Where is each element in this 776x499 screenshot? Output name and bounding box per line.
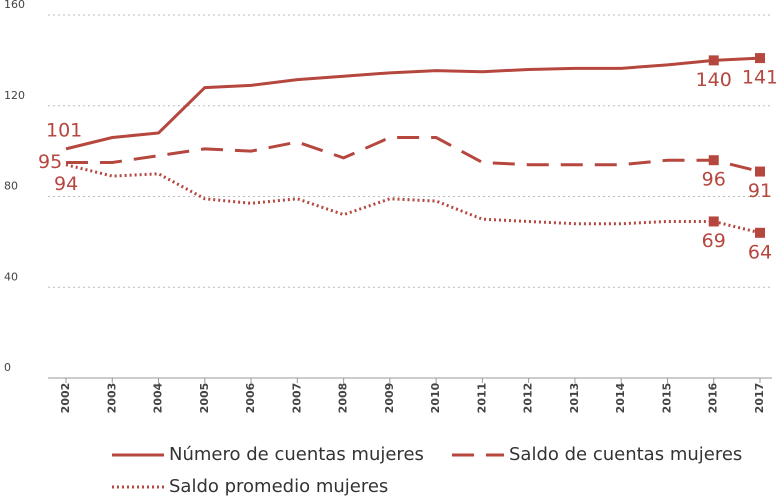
x-tick-label: 2005 <box>198 383 211 414</box>
data-label: 64 <box>748 241 772 263</box>
line <box>66 136 761 174</box>
x-tick-label: 2015 <box>660 383 673 414</box>
legend-label: Saldo promedio mujeres <box>169 476 388 497</box>
x-tick-label: 2008 <box>337 383 350 414</box>
y-tick-label: 80 <box>4 180 18 193</box>
legend-label: Saldo de cuentas mujeres <box>509 444 742 465</box>
data-label: 141 <box>742 67 776 89</box>
data-label: 94 <box>54 173 78 195</box>
marker <box>755 53 765 64</box>
y-tick-label: 120 <box>4 89 25 102</box>
marker <box>755 227 765 238</box>
x-tick-label: 2006 <box>244 382 257 413</box>
data-label: 101 <box>46 119 82 141</box>
data-label: 69 <box>702 230 726 252</box>
data-label: 91 <box>748 180 772 202</box>
line <box>65 56 761 151</box>
x-tick-label: 2004 <box>152 382 165 413</box>
data-label: 95 <box>38 151 62 173</box>
marker <box>708 155 719 166</box>
y-tick-label: 0 <box>4 361 11 374</box>
x-tick-label: 2011 <box>475 383 488 414</box>
x-tick-label: 2002 <box>59 383 72 414</box>
data-label: 96 <box>702 169 726 191</box>
x-tick-label: 2007 <box>290 383 303 414</box>
x-tick-label: 2017 <box>753 383 766 414</box>
y-tick-label: 160 <box>4 0 25 11</box>
marker <box>755 166 765 177</box>
x-tick-label: 2013 <box>568 383 581 414</box>
marker <box>708 216 719 227</box>
x-tick-label: 2016 <box>707 382 720 413</box>
line <box>65 163 761 235</box>
x-tick-label: 2014 <box>614 382 627 413</box>
x-tick-label: 2012 <box>522 383 535 414</box>
marker <box>708 55 719 66</box>
x-tick-label: 2009 <box>383 383 396 414</box>
x-tick-label: 2010 <box>429 382 442 413</box>
x-tick-label: 2003 <box>105 383 118 414</box>
data-label: 140 <box>696 69 732 91</box>
legend-label: Número de cuentas mujeres <box>169 444 424 465</box>
y-tick-label: 40 <box>4 270 18 283</box>
